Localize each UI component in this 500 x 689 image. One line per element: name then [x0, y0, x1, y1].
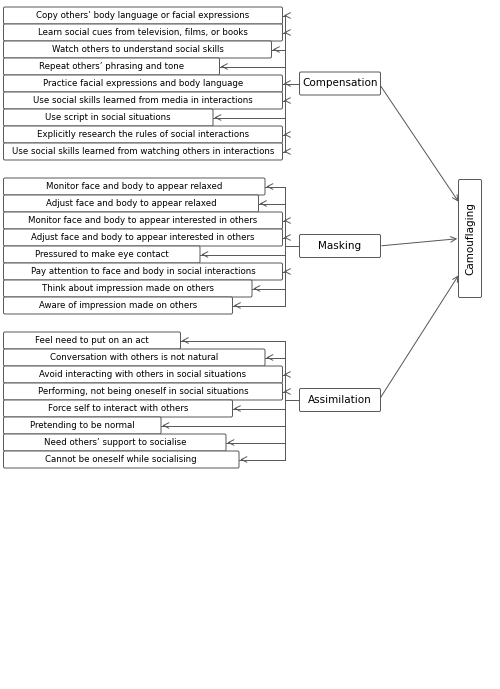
- Text: Aware of impression made on others: Aware of impression made on others: [39, 301, 197, 310]
- Text: Use social skills learned from media in interactions: Use social skills learned from media in …: [33, 96, 253, 105]
- FancyBboxPatch shape: [4, 24, 282, 41]
- FancyBboxPatch shape: [4, 7, 282, 24]
- FancyBboxPatch shape: [4, 434, 226, 451]
- Text: Use script in social situations: Use script in social situations: [46, 113, 171, 122]
- FancyBboxPatch shape: [4, 178, 265, 195]
- FancyBboxPatch shape: [4, 383, 282, 400]
- Text: Watch others to understand social skills: Watch others to understand social skills: [52, 45, 224, 54]
- FancyBboxPatch shape: [4, 297, 232, 314]
- FancyBboxPatch shape: [4, 229, 282, 246]
- Text: Adjust face and body to appear relaxed: Adjust face and body to appear relaxed: [46, 199, 216, 208]
- FancyBboxPatch shape: [300, 72, 380, 95]
- Text: Assimilation: Assimilation: [308, 395, 372, 405]
- Text: Think about impression made on others: Think about impression made on others: [42, 284, 214, 293]
- FancyBboxPatch shape: [4, 417, 161, 434]
- FancyBboxPatch shape: [4, 451, 239, 468]
- Text: Performing, not being oneself in social situations: Performing, not being oneself in social …: [38, 387, 248, 396]
- FancyBboxPatch shape: [4, 246, 200, 263]
- FancyBboxPatch shape: [4, 332, 180, 349]
- Text: Camouflaging: Camouflaging: [465, 202, 475, 275]
- Text: Use social skills learned from watching others in interactions: Use social skills learned from watching …: [12, 147, 274, 156]
- Text: Adjust face and body to appear interested in others: Adjust face and body to appear intereste…: [31, 233, 255, 242]
- FancyBboxPatch shape: [4, 366, 282, 383]
- Text: Force self to interact with others: Force self to interact with others: [48, 404, 188, 413]
- Text: Need others’ support to socialise: Need others’ support to socialise: [44, 438, 186, 447]
- FancyBboxPatch shape: [4, 109, 213, 126]
- Text: Explicitly research the rules of social interactions: Explicitly research the rules of social …: [37, 130, 249, 139]
- Text: Pressured to make eye contact: Pressured to make eye contact: [35, 250, 168, 259]
- Text: Repeat others’ phrasing and tone: Repeat others’ phrasing and tone: [39, 62, 184, 71]
- FancyBboxPatch shape: [4, 195, 258, 212]
- FancyBboxPatch shape: [4, 400, 232, 417]
- Text: Practice facial expressions and body language: Practice facial expressions and body lan…: [43, 79, 243, 88]
- FancyBboxPatch shape: [4, 212, 282, 229]
- Text: Masking: Masking: [318, 241, 362, 251]
- FancyBboxPatch shape: [4, 263, 282, 280]
- FancyBboxPatch shape: [300, 389, 380, 411]
- Text: Feel need to put on an act: Feel need to put on an act: [35, 336, 149, 345]
- Text: Learn social cues from television, films, or books: Learn social cues from television, films…: [38, 28, 248, 37]
- Text: Avoid interacting with others in social situations: Avoid interacting with others in social …: [40, 370, 246, 379]
- Text: Copy others’ body language or facial expressions: Copy others’ body language or facial exp…: [36, 11, 250, 20]
- Text: Cannot be oneself while socialising: Cannot be oneself while socialising: [46, 455, 197, 464]
- Text: Conversation with others is not natural: Conversation with others is not natural: [50, 353, 218, 362]
- FancyBboxPatch shape: [4, 143, 282, 160]
- FancyBboxPatch shape: [4, 349, 265, 366]
- Text: Compensation: Compensation: [302, 79, 378, 88]
- FancyBboxPatch shape: [458, 180, 481, 298]
- Text: Monitor face and body to appear relaxed: Monitor face and body to appear relaxed: [46, 182, 222, 191]
- Text: Pay attention to face and body in social interactions: Pay attention to face and body in social…: [30, 267, 256, 276]
- FancyBboxPatch shape: [300, 234, 380, 258]
- FancyBboxPatch shape: [4, 58, 220, 75]
- Text: Monitor face and body to appear interested in others: Monitor face and body to appear interest…: [28, 216, 258, 225]
- FancyBboxPatch shape: [4, 126, 282, 143]
- Text: Pretending to be normal: Pretending to be normal: [30, 421, 134, 430]
- FancyBboxPatch shape: [4, 41, 272, 58]
- FancyBboxPatch shape: [4, 280, 252, 297]
- FancyBboxPatch shape: [4, 75, 282, 92]
- FancyBboxPatch shape: [4, 92, 282, 109]
